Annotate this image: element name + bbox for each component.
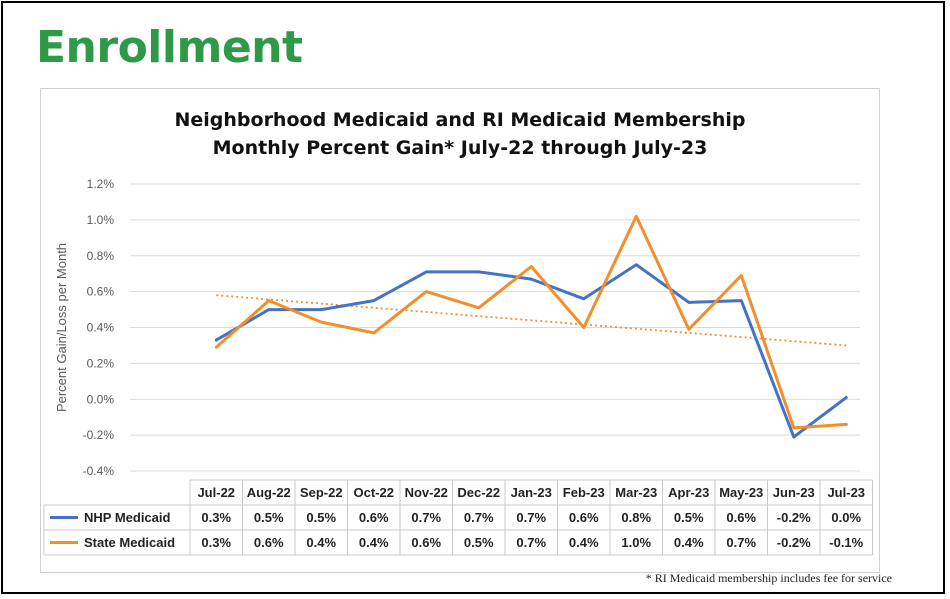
- legend-label-state: State Medicaid: [84, 535, 175, 550]
- y-tick-label: 0.8%: [87, 249, 115, 263]
- table-value-cell: 0.4%: [569, 535, 599, 550]
- table-header-cell: Apr-23: [668, 485, 709, 500]
- table-value-cell: -0.2%: [777, 535, 811, 550]
- table-value-cell: 0.3%: [201, 535, 231, 550]
- table-header-cell: Sep-22: [300, 485, 343, 500]
- page-title: Enrollment: [36, 22, 303, 73]
- table-value-cell: 0.6%: [359, 510, 389, 525]
- y-tick-label: -0.4%: [83, 464, 115, 478]
- table-header-cell: Aug-22: [247, 485, 291, 500]
- table-value-cell: 0.6%: [569, 510, 599, 525]
- table-value-cell: 0.5%: [464, 535, 494, 550]
- legend-label-nhp: NHP Medicaid: [84, 510, 171, 525]
- table-value-cell: 0.5%: [306, 510, 336, 525]
- y-tick-label: 0.2%: [87, 356, 115, 370]
- table-value-cell: 1.0%: [621, 535, 651, 550]
- chart-title-line2: Monthly Percent Gain* July-22 through Ju…: [212, 137, 708, 159]
- table-header-cell: Jun-23: [773, 485, 815, 500]
- table-value-cell: 0.5%: [674, 510, 704, 525]
- table-header-cell: Jan-23: [511, 485, 552, 500]
- table-value-cell: 0.7%: [516, 510, 546, 525]
- chart-area: [40, 88, 880, 573]
- table-header-cell: Jul-23: [827, 485, 865, 500]
- chart-title: Neighborhood Medicaid and RI Medicaid Me…: [40, 106, 880, 162]
- table-value-cell: 0.7%: [516, 535, 546, 550]
- footnote: * RI Medicaid membership includes fee fo…: [645, 571, 892, 585]
- table-value-cell: -0.2%: [777, 510, 811, 525]
- table-value-cell: 0.0%: [831, 510, 861, 525]
- y-tick-label: -0.2%: [83, 428, 115, 442]
- table-value-cell: 0.5%: [254, 510, 284, 525]
- y-tick-label: 0.4%: [87, 321, 115, 335]
- chart-title-line1: Neighborhood Medicaid and RI Medicaid Me…: [174, 109, 746, 131]
- trendline: [216, 294, 847, 347]
- table-header-cell: Feb-23: [563, 485, 605, 500]
- table-value-cell: 0.4%: [674, 535, 704, 550]
- y-tick-label: 1.2%: [87, 177, 115, 191]
- table-header-cell: Mar-23: [615, 485, 657, 500]
- y-axis-title: Percent Gain/Loss per Month: [54, 243, 69, 412]
- table-value-cell: 0.4%: [306, 535, 336, 550]
- y-tick-label: 1.0%: [87, 213, 115, 227]
- table-value-cell: 0.8%: [621, 510, 651, 525]
- table-header-cell: Oct-22: [354, 485, 394, 500]
- series-line-state: [214, 214, 848, 430]
- y-tick-label: 0.0%: [87, 392, 115, 406]
- series-line-nhp: [214, 263, 848, 439]
- table-header-cell: May-23: [719, 485, 763, 500]
- table-value-cell: 0.7%: [726, 535, 756, 550]
- table-value-cell: 0.6%: [411, 535, 441, 550]
- y-tick-label: 0.6%: [87, 285, 115, 299]
- table-header-cell: Dec-22: [457, 485, 500, 500]
- table-value-cell: 0.4%: [359, 535, 389, 550]
- table-header-cell: Nov-22: [405, 485, 448, 500]
- table-value-cell: 0.6%: [726, 510, 756, 525]
- table-value-cell: 0.3%: [201, 510, 231, 525]
- table-value-cell: 0.7%: [464, 510, 494, 525]
- table-header-cell: Jul-22: [197, 485, 235, 500]
- table-value-cell: 0.6%: [254, 535, 284, 550]
- table-value-cell: -0.1%: [829, 535, 863, 550]
- table-value-cell: 0.7%: [411, 510, 441, 525]
